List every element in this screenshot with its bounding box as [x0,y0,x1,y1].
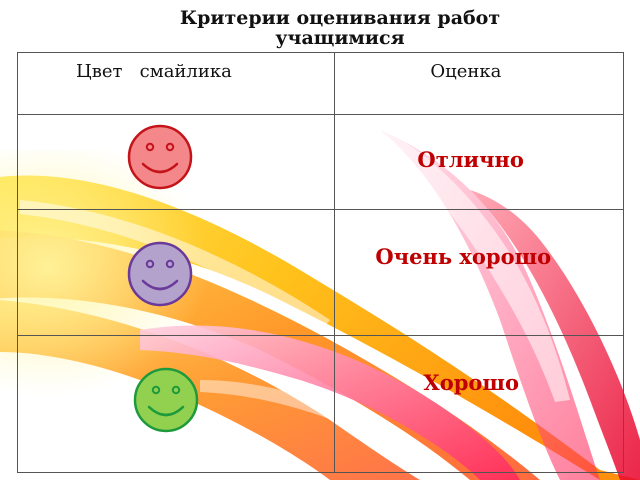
grade-cell: Хорошо [334,335,624,473]
purple-smiley-icon [127,241,193,307]
header-cell-grade: Оценка [334,52,624,115]
green-smiley-icon [133,367,199,433]
table-header-row: Цвет смайлика Оценка [16,52,624,115]
header-cell-color: Цвет смайлика [16,52,336,115]
slide-title: Критерии оценивания работ учащимися [179,7,501,49]
grade-cell: Отлично [334,114,624,210]
red-smiley-icon [127,124,193,190]
grade-very-good: Очень хорошо [375,244,552,269]
header-smiley-color-label: Цвет смайлика [76,61,232,82]
table-row: Хорошо [16,335,624,473]
grade-good: Хорошо [423,370,519,395]
criteria-table: Цвет смайлика Оценка Отлично [16,52,624,473]
table-row: Отлично [16,114,624,210]
grade-cell: Очень хорошо [334,209,624,336]
smiley-cell [16,114,336,210]
table-row: Очень хорошо [16,209,624,336]
grade-excellent: Отлично [417,147,524,172]
smiley-cell [16,209,336,336]
header-grade-label: Оценка [430,61,502,82]
smiley-cell [16,335,336,473]
